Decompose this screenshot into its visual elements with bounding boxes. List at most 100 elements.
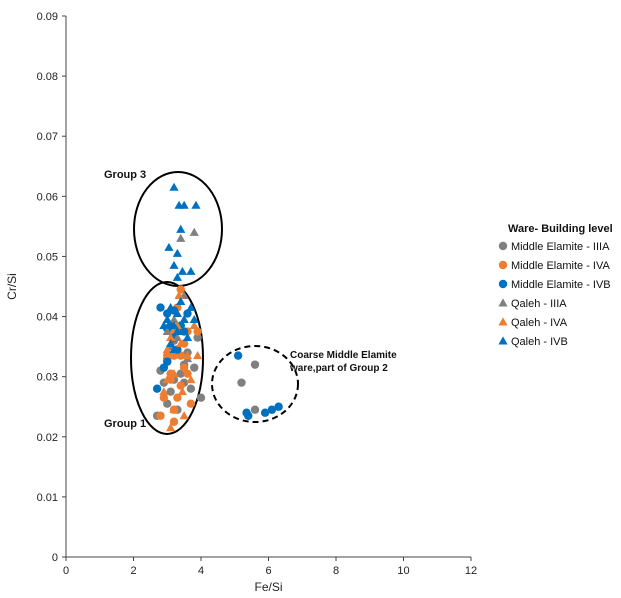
data-point [169,314,179,324]
data-point [172,248,182,257]
legend-marker [498,336,508,345]
data-point [169,345,179,354]
group-ellipses [130,171,299,435]
x-tick-label: 2 [130,565,136,577]
legend-item: Qaleh - IVA [498,317,568,329]
y-tick-label: 0 [52,552,58,564]
data-point [172,332,182,342]
data-point [162,345,172,354]
data-point [176,233,186,242]
legend-items: Middle Elamite - IIIA Middle Elamite - IV… [498,241,611,348]
data-point [189,320,199,330]
data-point [179,314,189,324]
data-point [179,200,189,209]
data-point [159,320,169,330]
annotation-coarse-line-1: Coarse Middle Elamite [290,350,397,361]
legend-label: Middle Elamite - IIIA [511,241,610,253]
annotation-group-3: Group 3 [104,169,146,181]
data-point [164,242,174,251]
data-point [166,339,176,348]
data-point [267,405,277,414]
data-point [177,387,188,396]
legend-marker [498,260,508,270]
legend-label: Qaleh - IVB [511,336,568,348]
data-point [156,411,165,420]
y-axis-title: Cr/Si [5,273,19,300]
y-tick-label: 0.06 [37,191,58,203]
legend-item: Middle Elamite - IVA [498,260,610,272]
data-point [159,393,169,402]
data-point [196,393,206,402]
data-point [162,375,172,384]
legend: Ware- Building level Middle Elamite - II… [498,223,613,348]
group-1-ellipse [130,281,204,435]
data-point [176,296,186,305]
data-point [166,302,176,311]
data-point [183,309,192,318]
legend-title: Ware- Building level [508,223,613,235]
y-tick-label: 0.03 [37,372,58,384]
data-point [250,405,260,414]
y-tick-label: 0.01 [37,492,58,504]
legend-item: Qaleh - IIIA [498,298,567,310]
axes: 0 2 4 6 8 10 12 00.010.020.030.040.050.060.070… [5,11,477,594]
data-point [169,369,179,378]
legend-label: Middle Elamite - IVA [511,260,610,272]
data-point [174,290,184,299]
data-point [169,260,179,269]
data-point [189,227,199,236]
data-point [173,393,182,402]
data-point [176,381,185,390]
group-2-ellipse [211,345,299,423]
x-tick-labels: 0 2 4 6 8 10 12 [63,557,477,577]
data-point [186,375,196,384]
data-point [186,302,196,311]
legend-label: Qaleh - IIIA [511,298,567,310]
data-point [191,200,201,209]
data-point [166,423,176,432]
data-point [172,308,182,317]
data-point [169,182,179,191]
legend-marker [498,298,508,307]
x-tick-label: 10 [397,565,409,577]
data-point [152,384,162,393]
data-point [242,408,251,417]
data-point [193,327,202,336]
data-point [163,351,172,360]
data-point [169,417,179,426]
y-tick-labels: 0 0.01 0.02 0.03 0.04 0.05 0.06 0.07 0.08 0.09 [37,11,66,564]
x-tick-label: 12 [465,565,477,577]
data-point [189,314,199,324]
data-point [156,303,165,312]
annotation-coarse-line-2: ware,part of Group 2 [289,363,388,374]
data-point [233,351,243,360]
data-point [166,387,175,396]
data-point [162,326,172,336]
data-point [186,266,196,275]
x-tick-label: 6 [265,565,271,577]
data-point [172,326,182,336]
data-point [190,363,199,372]
series-middle-elamite-ivb [152,303,283,420]
legend-item: Qaleh - IVB [498,336,568,348]
x-axis-title: Fe/Si [254,580,282,594]
legend-label: Middle Elamite - IVB [511,279,611,291]
data-point [159,363,169,372]
data-point [260,408,270,417]
data-point [186,399,196,408]
annotation-group-1: Group 1 [104,418,146,430]
data-points [152,182,283,432]
data-point [172,272,182,281]
data-point [193,333,202,342]
legend-marker [498,317,508,326]
x-tick-label: 8 [333,565,339,577]
data-point [177,266,188,275]
data-point [176,224,186,233]
legend-label: Qaleh - IVA [511,317,568,329]
data-point [250,360,260,369]
y-tick-label: 0.09 [37,11,58,23]
data-point [179,411,189,420]
data-point [162,314,172,324]
x-tick-label: 4 [198,565,204,577]
data-point [186,384,196,393]
